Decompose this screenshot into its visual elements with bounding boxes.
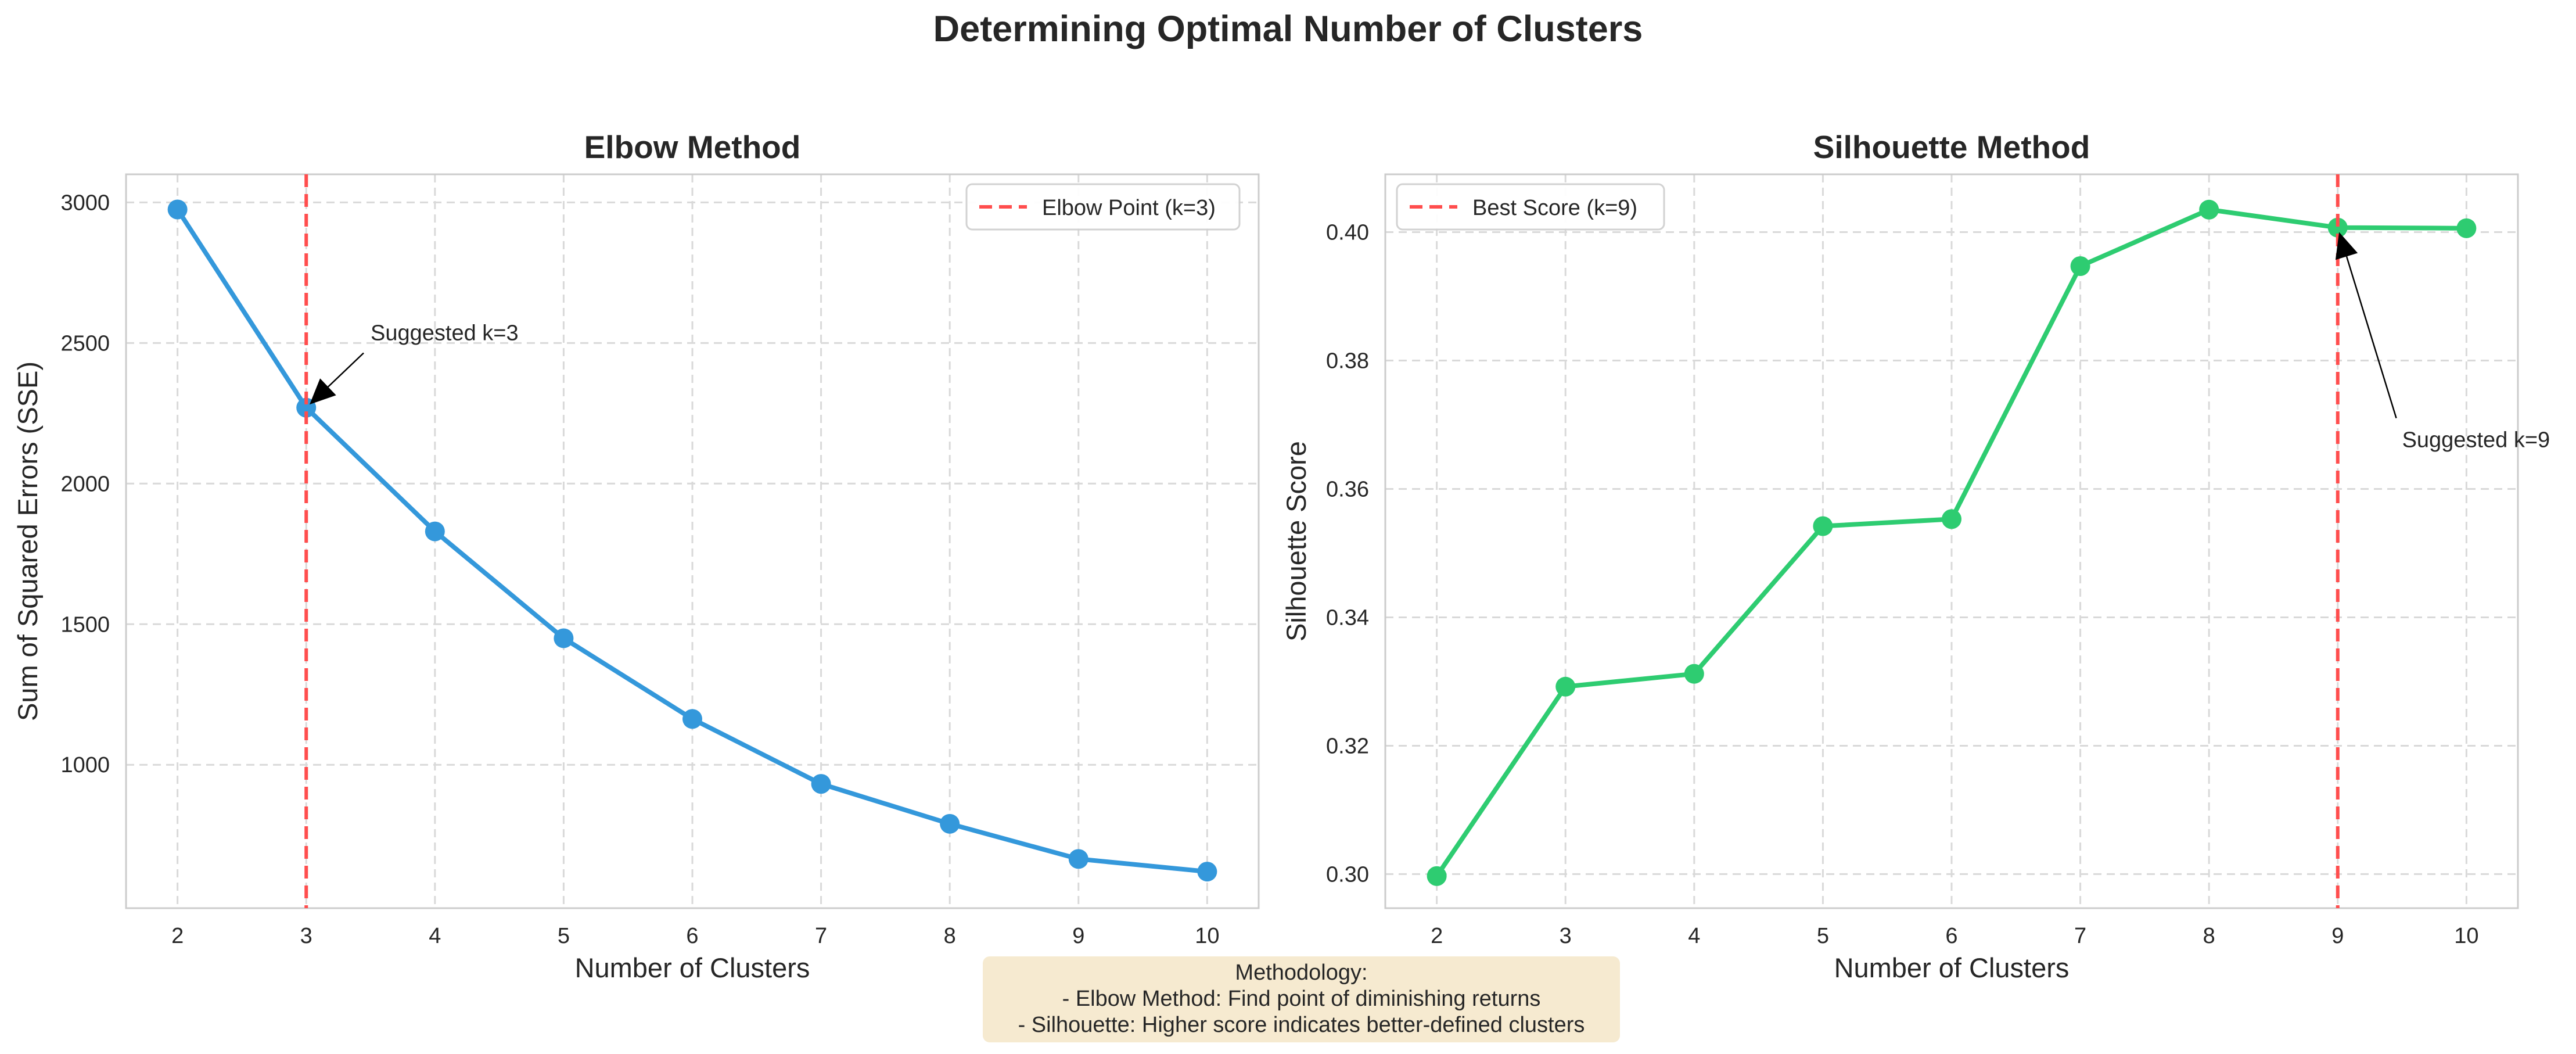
silhouette-y-tick-label: 0.32: [1326, 734, 1369, 758]
silhouette-x-tick-label: 4: [1688, 924, 1700, 948]
elbow-y-axis-label: Sum of Squared Errors (SSE): [12, 361, 43, 721]
silhouette-chart: 2 3 4 5 6 7 8 9 10 0.30 0.32 0.34 0.36 0.38 0.40 Silhou…: [1281, 129, 2550, 983]
silhouette-y-axis-label: Silhouette Score: [1281, 441, 1312, 641]
silhouette-x-tick-label: 7: [2074, 924, 2086, 948]
silhouette-x-tick-label: 10: [2454, 924, 2478, 948]
elbow-axes-frame: [125, 173, 1260, 909]
elbow-chart: 2 3 4 5 6 7 8 9 10 1000 1500 2000 2500 3000 Elbow Meth…: [12, 129, 1260, 983]
elbow-data-point: [811, 774, 831, 794]
elbow-x-tick-label: 5: [558, 924, 570, 948]
elbow-y-tick-label: 2500: [60, 331, 110, 356]
elbow-y-tick-label: 1000: [60, 753, 110, 777]
methodology-line-elbow: - Elbow Method: Find point of diminishin…: [1062, 987, 1541, 1011]
elbow-legend-box: [965, 183, 1241, 231]
silhouette-data-point: [2199, 199, 2219, 220]
elbow-x-axis-label: Number of Clusters: [575, 952, 810, 983]
silhouette-y-tick-label: 0.38: [1326, 349, 1369, 373]
elbow-annotation-text: Suggested k=3: [371, 321, 519, 346]
methodology-line-silhouette: - Silhouette: Higher score indicates bet…: [1018, 1013, 1585, 1037]
silhouette-y-tick-label: 0.40: [1326, 220, 1369, 245]
silhouette-annotation-text: Suggested k=9: [2402, 428, 2550, 453]
elbow-data-point: [554, 628, 574, 648]
figure-title: Determining Optimal Number of Clusters: [933, 9, 1643, 49]
methodology-heading: Methodology:: [1235, 960, 1368, 985]
silhouette-y-tick-label: 0.30: [1326, 862, 1369, 887]
elbow-legend-label: Elbow Point (k=3): [1042, 196, 1216, 220]
silhouette-annotation-arrowhead: [2335, 232, 2358, 260]
elbow-title: Elbow Method: [584, 129, 801, 165]
elbow-x-tick-label: 10: [1195, 924, 1219, 948]
elbow-annotation-arrow: [328, 352, 364, 388]
elbow-data-point: [1068, 849, 1088, 869]
silhouette-grid: [1385, 174, 2518, 908]
elbow-x-tick-label: 4: [429, 924, 441, 948]
silhouette-title: Silhouette Method: [1813, 129, 2090, 165]
silhouette-data-point: [2070, 256, 2090, 277]
elbow-y-tick-label: 1500: [60, 612, 110, 637]
elbow-data-point: [167, 199, 188, 220]
silhouette-y-tick-label: 0.34: [1326, 605, 1369, 630]
silhouette-x-axis-label: Number of Clusters: [1834, 952, 2070, 983]
elbow-data-point: [940, 813, 960, 834]
methodology-box: [983, 956, 1620, 1042]
silhouette-data-point: [1813, 516, 1833, 536]
elbow-x-tick-label: 9: [1072, 924, 1084, 948]
elbow-x-tick-label: 2: [171, 924, 184, 948]
silhouette-data-point: [1427, 866, 1447, 886]
silhouette-data-point: [1555, 676, 1576, 697]
silhouette-x-tick-label: 6: [1945, 924, 1957, 948]
elbow-annotation-arrowhead: [310, 378, 336, 405]
silhouette-x-tick-label: 2: [1431, 924, 1443, 948]
silhouette-x-tick-label: 3: [1560, 924, 1572, 948]
silhouette-x-tick-label: 9: [2331, 924, 2344, 948]
elbow-x-tick-label: 3: [300, 924, 312, 948]
elbow-y-tick-label: 3000: [60, 191, 110, 215]
silhouette-data-point: [1684, 664, 1704, 684]
elbow-data-point: [425, 521, 445, 542]
silhouette-axes-frame: [1384, 173, 2519, 909]
elbow-data-point: [1197, 862, 1217, 882]
silhouette-x-tick-label: 8: [2203, 924, 2215, 948]
methodology-text: Methodology: - Elbow Method: Find point …: [983, 960, 1620, 1038]
silhouette-x-tick-label: 5: [1817, 924, 1829, 948]
silhouette-legend-label: Best Score (k=9): [1472, 196, 1637, 220]
elbow-x-tick-label: 6: [686, 924, 698, 948]
elbow-grid: [126, 174, 1259, 908]
elbow-x-tick-label: 7: [815, 924, 827, 948]
silhouette-annotation-arrow: [2345, 256, 2397, 418]
silhouette-data-point: [2456, 218, 2477, 238]
silhouette-data-point: [1942, 509, 1961, 529]
elbow-data-point: [682, 709, 702, 729]
elbow-x-tick-label: 8: [944, 924, 956, 948]
elbow-y-tick-label: 2000: [60, 472, 110, 496]
silhouette-legend-box: [1396, 183, 1665, 231]
silhouette-data-point: [2327, 217, 2348, 238]
silhouette-y-tick-label: 0.36: [1326, 477, 1369, 501]
